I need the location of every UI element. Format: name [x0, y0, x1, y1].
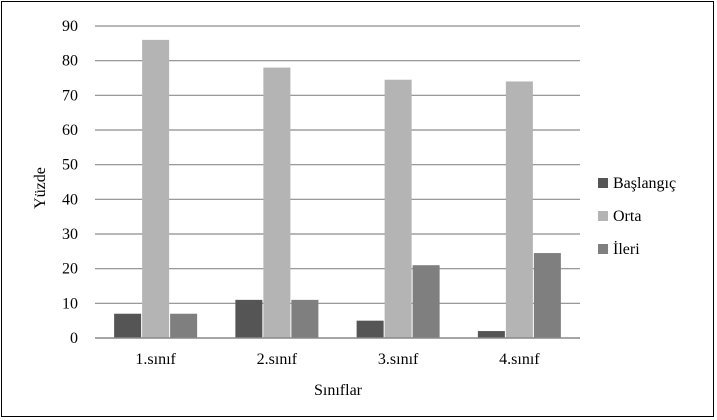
bar-İleri-1.sınıf: [170, 313, 198, 338]
legend-label: Orta: [613, 208, 641, 225]
bar-Orta-4.sınıf: [505, 81, 533, 338]
x-axis-label: Sınıflar: [314, 382, 363, 399]
legend-swatch: [598, 211, 608, 221]
x-axis-ticks: 1.sınıf 2.sınıf 3.sınıf 4.sınıf: [135, 351, 540, 368]
x-tick-label: 2.sınıf: [257, 351, 298, 368]
bar-İleri-4.sınıf: [533, 253, 561, 338]
y-tick-label: 90: [62, 18, 78, 35]
bar-Başlangıç-4.sınıf: [477, 331, 505, 338]
gridlines: [95, 25, 580, 304]
y-tick-label: 50: [62, 157, 78, 174]
x-tick-label: 1.sınıf: [135, 351, 176, 368]
y-tick-label: 10: [62, 295, 78, 312]
legend-swatch: [598, 178, 608, 188]
bar-İleri-3.sınıf: [412, 265, 440, 338]
x-tick-label: 3.sınıf: [378, 351, 419, 368]
x-tick-label: 4.sınıf: [499, 351, 540, 368]
y-tick-label: 60: [62, 122, 78, 139]
legend-label: İleri: [613, 240, 640, 258]
legend-label: Başlangıç: [613, 175, 676, 192]
bar-Başlangıç-1.sınıf: [114, 313, 142, 338]
bar-Orta-3.sınıf: [384, 79, 412, 338]
y-tick-label: 0: [70, 330, 78, 347]
bar-Başlangıç-2.sınıf: [235, 299, 263, 338]
y-tick-label: 80: [62, 53, 78, 70]
y-axis-label: Yüzde: [32, 167, 49, 209]
bar-Orta-2.sınıf: [263, 67, 291, 338]
bar-Orta-1.sınıf: [142, 39, 170, 338]
bar-İleri-2.sınıf: [291, 299, 319, 338]
y-tick-label: 30: [62, 226, 78, 243]
y-tick-label: 70: [62, 87, 78, 104]
y-tick-label: 20: [62, 261, 78, 278]
bars: [114, 39, 561, 338]
bar-Başlangıç-3.sınıf: [356, 320, 384, 338]
legend: Başlangıç Orta İleri: [598, 175, 676, 258]
legend-swatch: [598, 244, 608, 254]
y-axis-ticks: 0 10 20 30 40 50 60 70 80 90: [62, 18, 78, 347]
y-tick-label: 40: [62, 191, 78, 208]
